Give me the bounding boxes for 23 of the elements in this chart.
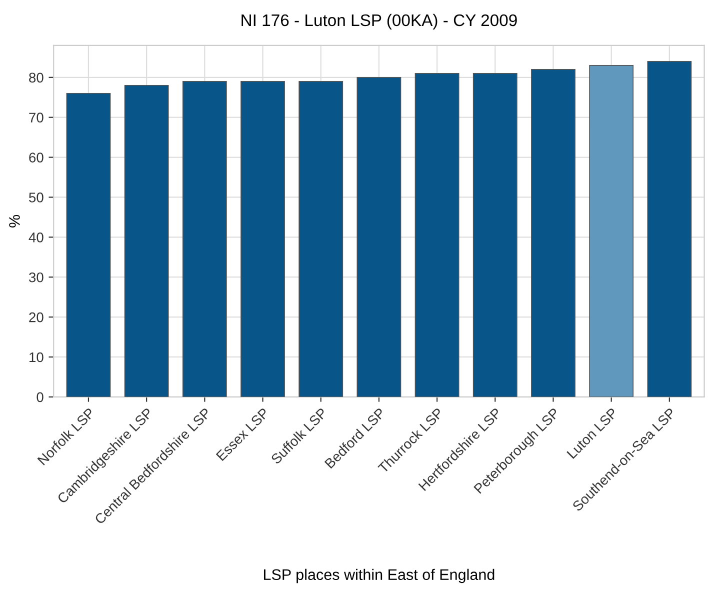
y-tick-label: 0 xyxy=(36,392,44,402)
bar xyxy=(647,61,692,397)
bar xyxy=(589,65,634,397)
y-tick-label: 80 xyxy=(29,72,44,83)
chart-title: NI 176 - Luton LSP (00KA) - CY 2009 xyxy=(242,14,517,30)
y-tick-label: 40 xyxy=(28,232,44,242)
y-tick-label: 30 xyxy=(28,272,44,282)
x-axis-title: LSP places within East of England xyxy=(264,568,494,584)
y-tick-label: 50 xyxy=(29,192,44,202)
bar xyxy=(66,92,111,397)
bar xyxy=(240,80,285,397)
bar xyxy=(124,84,169,397)
bar xyxy=(414,72,460,397)
y-tick-label: 70 xyxy=(29,112,44,123)
y-tick-label: 20 xyxy=(29,312,44,322)
y-tick-label: 10 xyxy=(30,352,44,362)
bar xyxy=(531,68,576,397)
bar xyxy=(182,80,227,397)
bar xyxy=(298,80,344,397)
bar xyxy=(472,72,518,397)
bar xyxy=(356,76,402,397)
y-tick-label: 60 xyxy=(29,152,44,162)
y-axis-title: % xyxy=(9,214,20,228)
